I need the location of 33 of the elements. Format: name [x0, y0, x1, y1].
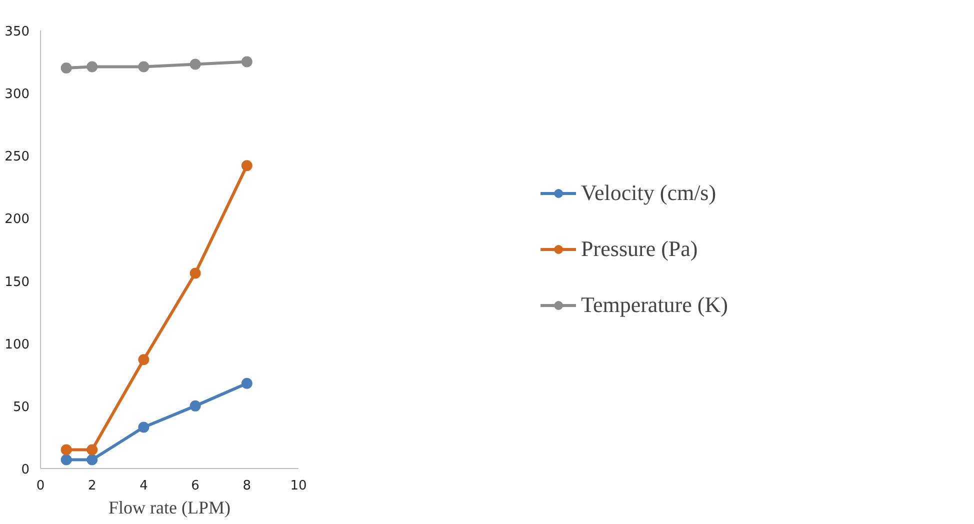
legend-label: Pressure (Pa): [581, 236, 698, 262]
point: [138, 61, 150, 72]
point: [241, 378, 252, 389]
point: [138, 422, 150, 433]
point: [86, 444, 98, 456]
y-tick-label: 0: [21, 462, 30, 478]
point: [86, 61, 98, 72]
point: [241, 56, 252, 68]
y-tick-label: 100: [4, 337, 30, 352]
y-tick-label: 150: [4, 274, 30, 290]
y-tick-label: 300: [4, 87, 30, 102]
point: [190, 58, 201, 70]
legend-label: Velocity (cm/s): [581, 180, 716, 206]
x-tick-label: 8: [242, 478, 252, 494]
x-tick-label: 6: [191, 478, 200, 494]
x-tick-label: 4: [140, 478, 148, 494]
legend-label: Temperature (K): [581, 292, 728, 318]
x-tick-label: 0: [36, 478, 45, 494]
point: [60, 454, 72, 466]
point: [190, 268, 201, 279]
x-tick-label: 2: [88, 478, 96, 494]
y-tick-label: 350: [4, 24, 30, 40]
x-axis-title: Flow rate (LPM): [108, 498, 230, 518]
point: [86, 454, 98, 466]
y-tick-label: 250: [4, 150, 30, 165]
x-tick-label: 10: [290, 478, 307, 494]
point: [190, 400, 201, 412]
point: [241, 160, 252, 172]
y-tick-label: 200: [4, 212, 30, 228]
point: [138, 354, 150, 366]
point: [60, 62, 72, 74]
point: [60, 444, 72, 456]
y-tick-label: 50: [12, 400, 30, 415]
